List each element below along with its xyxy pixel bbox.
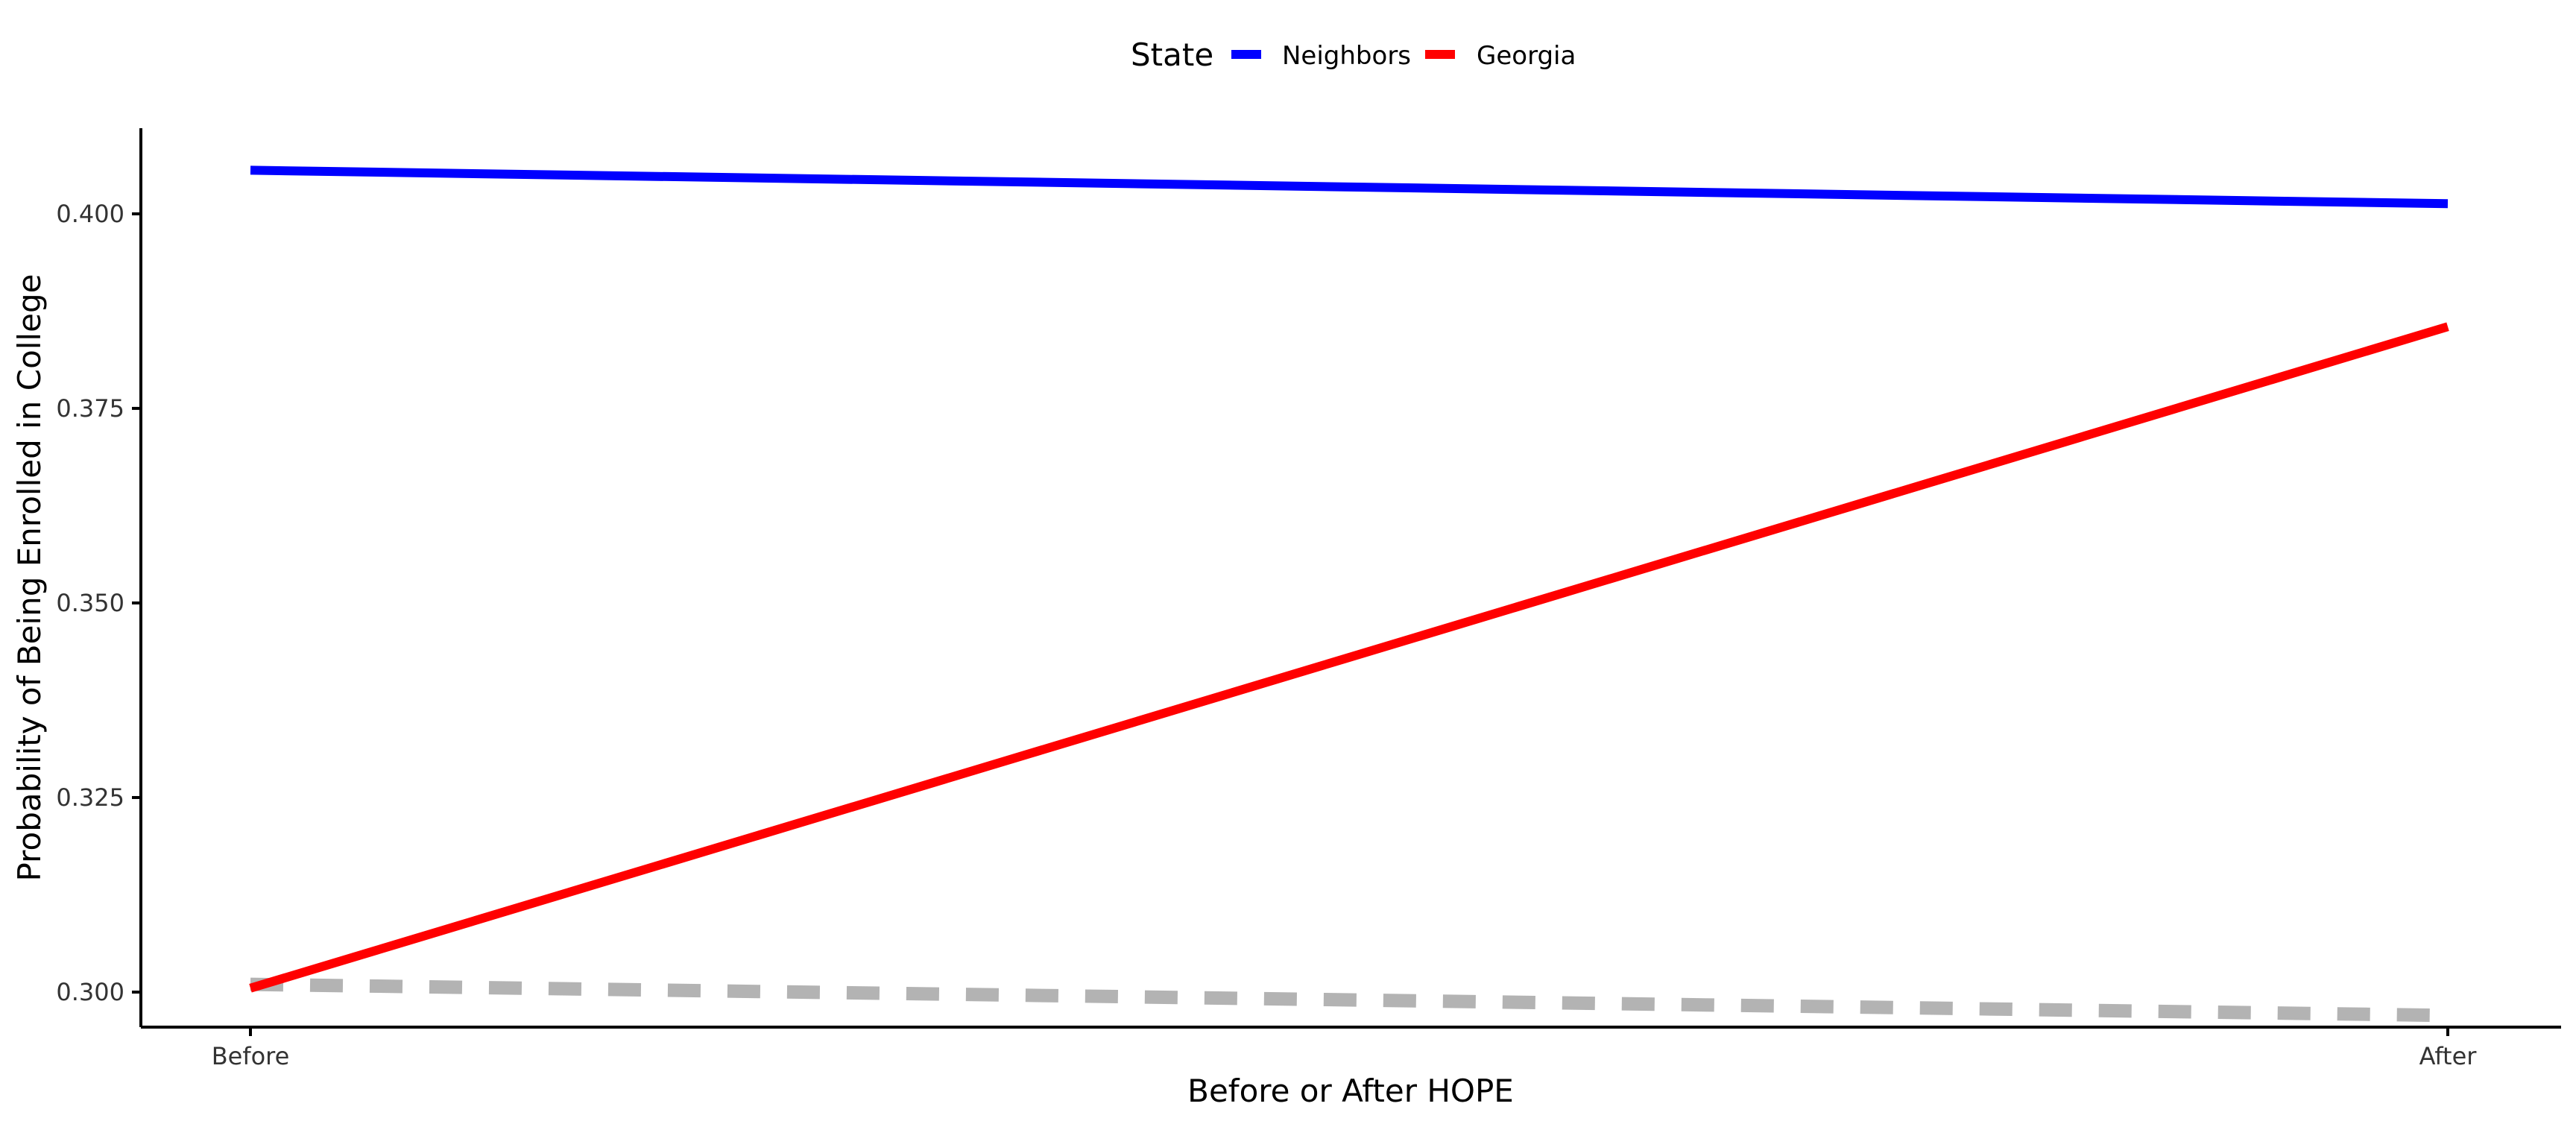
y-tick-label: 0.400: [56, 200, 124, 228]
y-tick-label: 0.325: [56, 783, 124, 812]
series-line-georgia: [249, 322, 2449, 993]
y-tick-label: 0.300: [56, 978, 124, 1006]
series-line-neighbors: [250, 165, 2449, 209]
x-tick-label: Before: [212, 1042, 290, 1070]
y-ticks: 0.300 0.325 0.350 0.375 0.400: [56, 200, 141, 1006]
legend: State Neighbors Georgia: [1131, 37, 1576, 73]
legend-label-georgia: Georgia: [1477, 41, 1576, 71]
legend-label-neighbors: Neighbors: [1282, 41, 1411, 71]
x-axis-title: Before or After HOPE: [1187, 1073, 1514, 1109]
series-layer: [249, 165, 2449, 1023]
x-ticks: Before After: [212, 1027, 2478, 1070]
legend-title: State: [1131, 37, 1213, 73]
y-tick-label: 0.375: [56, 394, 124, 423]
x-tick-label: After: [2419, 1042, 2478, 1070]
y-tick-label: 0.350: [56, 589, 124, 617]
y-axis-title: Probability of Being Enrolled in College: [11, 274, 48, 882]
series-line-dashed: [250, 977, 2449, 1023]
axes: [139, 128, 2561, 1029]
